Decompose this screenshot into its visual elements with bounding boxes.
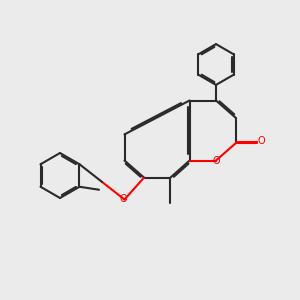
- Text: O: O: [119, 194, 127, 205]
- Text: O: O: [212, 155, 220, 166]
- Text: O: O: [257, 136, 265, 146]
